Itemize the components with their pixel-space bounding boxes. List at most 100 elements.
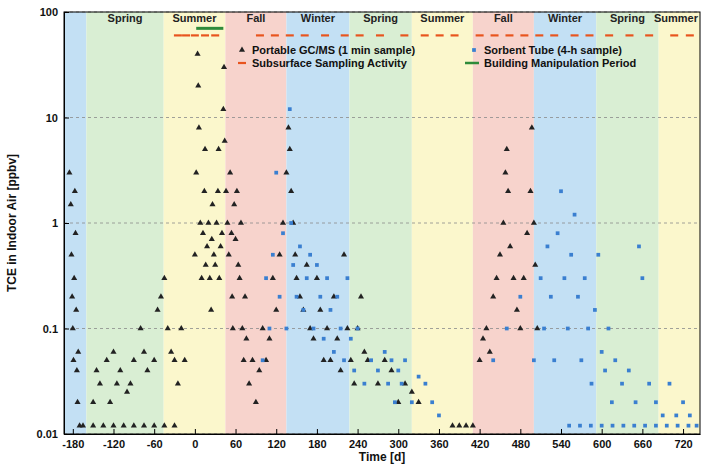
bands xyxy=(64,12,700,434)
point xyxy=(68,201,74,206)
x-tick: 360 xyxy=(430,429,448,450)
point xyxy=(552,358,556,362)
point xyxy=(335,295,339,299)
point xyxy=(141,422,147,427)
x-tick-label: 180 xyxy=(308,438,326,450)
point xyxy=(341,251,347,256)
legend-item: Subsurface Sampling Activity xyxy=(238,57,408,69)
y-tick: 1 xyxy=(52,217,69,229)
point xyxy=(243,335,249,340)
x-tick-label: -60 xyxy=(147,438,163,450)
point xyxy=(430,400,434,404)
point xyxy=(563,276,567,280)
point xyxy=(332,350,336,354)
season-label: Winter xyxy=(301,12,336,24)
point xyxy=(400,34,408,36)
point xyxy=(504,146,510,151)
point xyxy=(376,369,380,373)
x-tick-mark xyxy=(73,429,74,434)
series xyxy=(196,28,223,29)
point xyxy=(477,357,483,362)
point xyxy=(280,219,286,224)
x-tick-label: -180 xyxy=(62,438,84,450)
x-tick-label: 660 xyxy=(634,438,652,450)
point xyxy=(654,424,658,428)
x-tick-mark xyxy=(398,429,399,434)
point xyxy=(90,422,96,427)
point xyxy=(216,146,222,151)
point xyxy=(271,34,279,36)
x-tick-mark xyxy=(480,429,481,434)
point xyxy=(256,367,262,372)
point xyxy=(348,357,354,362)
point xyxy=(500,219,506,224)
point xyxy=(71,275,77,280)
series xyxy=(66,50,540,427)
y-tick-label: 100 xyxy=(40,6,58,18)
y-tick-mark xyxy=(64,223,69,224)
point xyxy=(605,34,613,36)
point xyxy=(231,201,237,206)
y-tick-mark xyxy=(64,12,69,13)
season-label: Fall xyxy=(246,12,265,24)
point xyxy=(211,34,219,36)
point xyxy=(274,171,278,175)
point xyxy=(600,424,604,428)
x-tick-label: 300 xyxy=(390,438,408,450)
point xyxy=(291,263,295,267)
point xyxy=(171,357,177,362)
season-label: Fall xyxy=(494,12,513,24)
point xyxy=(514,306,520,311)
plot-frame xyxy=(64,12,700,434)
series xyxy=(261,107,699,427)
point xyxy=(298,245,302,249)
point xyxy=(400,382,404,386)
point xyxy=(271,253,275,257)
point xyxy=(204,243,210,248)
point xyxy=(556,231,560,235)
x-tick: 0 xyxy=(192,429,198,450)
point xyxy=(670,34,678,36)
point xyxy=(559,189,563,193)
x-tick-mark xyxy=(358,429,359,434)
point xyxy=(155,306,161,311)
point xyxy=(75,348,81,353)
point xyxy=(288,107,292,111)
point xyxy=(124,389,130,394)
point xyxy=(261,358,265,362)
point xyxy=(117,367,123,372)
point xyxy=(507,243,513,248)
point xyxy=(203,261,209,266)
point xyxy=(386,382,390,386)
point xyxy=(283,169,289,174)
point xyxy=(339,327,343,331)
point xyxy=(237,275,243,280)
point xyxy=(334,335,340,340)
point xyxy=(209,201,215,206)
point xyxy=(518,295,522,299)
point xyxy=(382,357,388,362)
point xyxy=(483,325,489,330)
point xyxy=(315,263,319,267)
point xyxy=(75,399,81,404)
point xyxy=(640,276,644,280)
x-tick-label: 120 xyxy=(268,438,286,450)
point xyxy=(205,219,211,224)
point xyxy=(239,325,245,330)
point xyxy=(687,424,691,428)
point xyxy=(344,325,350,330)
point xyxy=(211,251,217,256)
point xyxy=(70,357,76,362)
x-tick-mark xyxy=(561,429,562,434)
point xyxy=(216,275,222,280)
point xyxy=(182,357,188,362)
x-tick: 420 xyxy=(471,429,489,450)
point xyxy=(165,325,171,330)
point xyxy=(138,325,144,330)
point xyxy=(686,34,694,36)
point xyxy=(161,275,167,280)
legend-label: Building Manipulation Period xyxy=(484,57,636,69)
point xyxy=(603,369,607,373)
point xyxy=(199,275,205,280)
y-tick: 0.01 xyxy=(37,428,69,440)
